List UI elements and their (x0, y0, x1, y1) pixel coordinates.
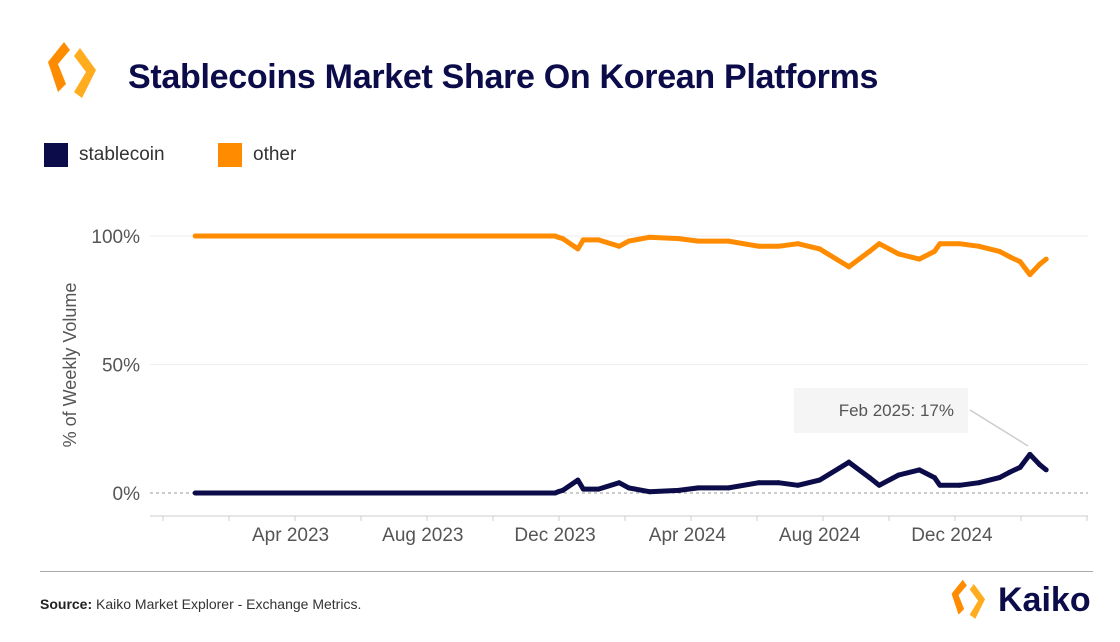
data-point-stablecoin (560, 487, 566, 493)
data-point-stablecoin (846, 459, 852, 465)
x-tick-label: Apr 2024 (649, 525, 727, 546)
y-tick-label: 0% (113, 484, 141, 505)
data-point-other (1017, 259, 1023, 265)
data-point-stablecoin (575, 477, 581, 483)
kaiko-logo-icon (48, 42, 96, 98)
data-point-other (775, 243, 781, 249)
data-point-stablecoin (1017, 464, 1023, 470)
data-point-stablecoin (937, 482, 943, 488)
data-point-other (896, 251, 902, 257)
legend-label: other (253, 144, 297, 165)
legend-label: stablecoin (79, 144, 165, 165)
data-point-other (817, 246, 823, 252)
kaiko-brand: Kaiko (946, 578, 1091, 622)
data-point-other (616, 243, 622, 249)
data-point-other (997, 248, 1003, 254)
y-tick-label: 50% (102, 356, 140, 377)
annotation-box (794, 388, 968, 433)
x-tick-label: Dec 2023 (514, 525, 595, 546)
data-point-stablecoin (1027, 451, 1033, 457)
data-point-other (846, 264, 852, 270)
data-point-other (876, 241, 882, 247)
line-chart: % of Weekly Volume 0% 50% 100% Apr 2023 Aug 2… (60, 227, 1088, 546)
data-point-other (1043, 256, 1049, 262)
data-point-stablecoin (595, 486, 601, 492)
data-point-other (956, 241, 962, 247)
y-tick-label: 100% (91, 227, 140, 248)
data-point-stablecoin (676, 487, 682, 493)
data-point-stablecoin (626, 485, 632, 491)
data-point-other (756, 243, 762, 249)
data-point-stablecoin (795, 482, 801, 488)
data-point-other (932, 248, 938, 254)
series-line-stablecoin (195, 451, 1048, 496)
data-point-stablecoin (866, 475, 872, 481)
source-note: Source: Kaiko Market Explorer - Exchange… (40, 596, 361, 612)
data-point-other (676, 236, 682, 242)
data-point-other (695, 238, 701, 244)
data-point-stablecoin (1037, 462, 1043, 468)
data-point-stablecoin (695, 485, 701, 491)
data-point-stablecoin (726, 485, 732, 491)
data-point-stablecoin (817, 477, 823, 483)
data-point-stablecoin (1006, 469, 1012, 475)
data-point-other (560, 236, 566, 242)
data-point-other (595, 237, 601, 243)
data-point-stablecoin (976, 480, 982, 486)
data-point-other (580, 237, 586, 243)
legend-swatch-other (218, 143, 242, 167)
kaiko-brand-logo-icon (951, 579, 986, 619)
x-tick-label: Aug 2023 (382, 525, 463, 546)
x-tick-label: Dec 2024 (911, 525, 993, 546)
data-point-other (976, 243, 982, 249)
data-point-stablecoin (555, 489, 561, 495)
data-point-stablecoin (956, 482, 962, 488)
data-point-other (1027, 272, 1033, 278)
annotation-leader (969, 409, 1029, 447)
data-point-stablecoin (616, 480, 622, 486)
legend-swatch-stablecoin (44, 143, 68, 167)
annotation-label: Feb 2025: 17% (839, 401, 954, 420)
data-point-other (726, 238, 732, 244)
data-point-other (937, 241, 943, 247)
data-point-other (555, 234, 561, 240)
data-point-stablecoin (580, 486, 586, 492)
legend-item-stablecoin[interactable]: stablecoin (44, 143, 165, 167)
data-point-stablecoin (997, 475, 1003, 481)
data-point-other (795, 241, 801, 247)
data-point-other (192, 233, 198, 239)
data-point-stablecoin (916, 467, 922, 473)
footer-divider (40, 571, 1093, 572)
brand-name: Kaiko (998, 580, 1091, 619)
data-point-stablecoin (876, 482, 882, 488)
legend-item-other[interactable]: other (218, 143, 296, 167)
data-point-stablecoin (1043, 467, 1049, 473)
data-point-other (916, 256, 922, 262)
x-tick-label: Apr 2023 (252, 525, 329, 546)
y-axis-label: % of Weekly Volume (60, 283, 80, 448)
data-point-stablecoin (646, 489, 652, 495)
data-point-stablecoin (775, 480, 781, 486)
data-point-other (866, 248, 872, 254)
data-point-stablecoin (756, 480, 762, 486)
data-point-other (646, 234, 652, 240)
series-line-other (195, 233, 1048, 278)
source-text: Kaiko Market Explorer - Exchange Metrics… (96, 596, 362, 612)
chart-title: Stablecoins Market Share On Korean Platf… (128, 58, 879, 96)
data-point-other (1006, 254, 1012, 260)
data-point-other (575, 246, 581, 252)
data-point-other (1037, 261, 1043, 267)
data-point-other (626, 238, 632, 244)
data-point-stablecoin (896, 472, 902, 478)
x-tick-label: Aug 2024 (779, 525, 861, 546)
data-point-stablecoin (192, 490, 198, 496)
data-point-stablecoin (932, 475, 938, 481)
source-label: Source: (40, 596, 93, 612)
